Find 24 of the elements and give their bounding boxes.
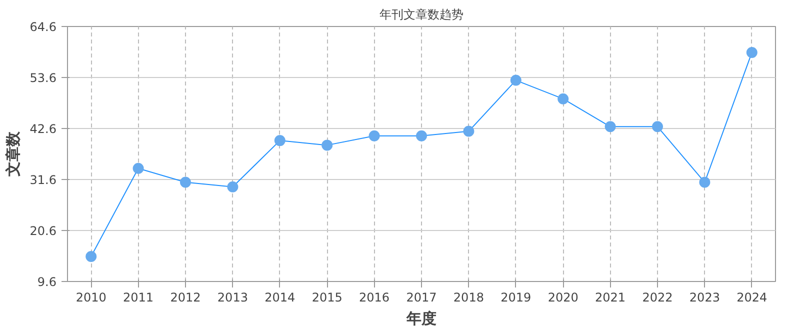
y-axis-title: 文章数 xyxy=(4,130,22,178)
x-tick-label: 2018 xyxy=(453,290,484,304)
x-tick-label: 2011 xyxy=(123,290,154,304)
x-tick-label: 2014 xyxy=(264,290,296,304)
x-tick-label: 2019 xyxy=(500,290,532,304)
y-tick-label: 31.6 xyxy=(30,173,56,187)
x-tick-label: 2015 xyxy=(312,290,342,304)
x-tick-label: 2013 xyxy=(217,290,248,304)
x-axis-title: 年度 xyxy=(406,310,436,328)
x-tick-label: 2023 xyxy=(689,290,720,304)
y-tick-label: 20.6 xyxy=(30,224,56,238)
x-tick-label: 2022 xyxy=(642,290,673,304)
x-tick-label: 2017 xyxy=(406,290,437,304)
y-tick-label: 53.6 xyxy=(30,71,56,85)
x-tick-label: 2016 xyxy=(359,290,390,304)
y-tick-label: 64.6 xyxy=(30,20,56,34)
y-tick-label: 9.6 xyxy=(37,275,57,289)
chart-title: 年刊文章数趋势 xyxy=(380,8,464,22)
x-tick-label: 2021 xyxy=(595,290,626,304)
y-tick-label: 42.6 xyxy=(30,122,56,136)
x-tick-label: 2020 xyxy=(548,290,578,304)
x-tick-label: 2012 xyxy=(170,290,201,304)
x-tick-label: 2010 xyxy=(76,290,106,304)
x-tick-label: 2024 xyxy=(736,290,768,304)
